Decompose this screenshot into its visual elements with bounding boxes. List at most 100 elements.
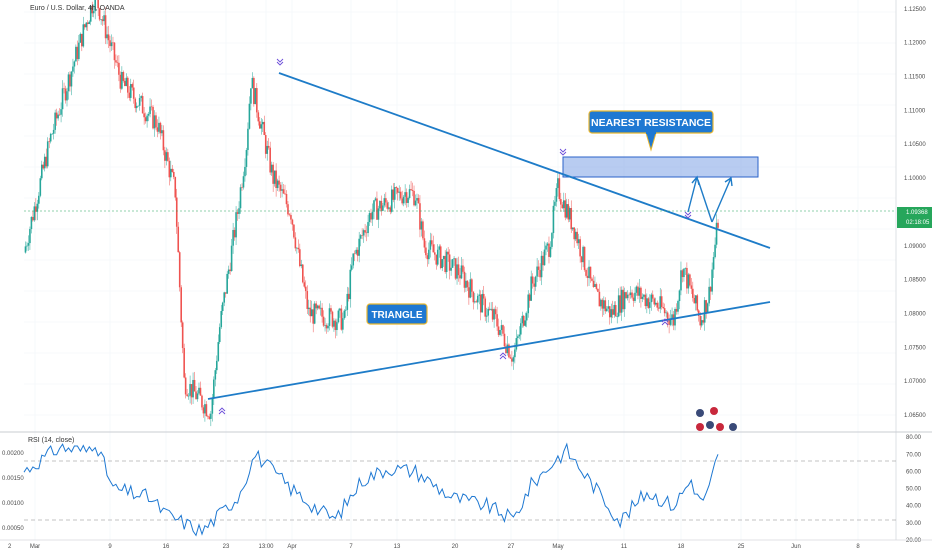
candle — [276, 178, 279, 192]
candle — [650, 292, 653, 311]
rsi-left-tick-label: 0.00050 — [2, 526, 24, 532]
candle — [75, 44, 77, 62]
candle — [134, 97, 137, 113]
candle — [91, 1, 94, 17]
candle — [156, 119, 159, 138]
candle — [291, 218, 294, 231]
candle — [474, 293, 476, 304]
candle — [447, 246, 449, 262]
candle — [683, 268, 685, 282]
candle — [155, 112, 157, 131]
nearest-resistance-label[interactable]: NEAREST RESISTANCE — [588, 110, 714, 152]
candle — [144, 112, 147, 124]
candle — [672, 311, 675, 331]
candle — [622, 286, 624, 312]
candle — [214, 367, 217, 387]
rsi-tick-label: 80.00 — [906, 435, 922, 441]
time-tick-label: 11 — [621, 544, 628, 550]
candle — [438, 244, 441, 258]
candle — [153, 110, 156, 137]
time-tick-label: 8 — [856, 544, 860, 550]
lower-trendline[interactable] — [207, 301, 771, 400]
candle — [337, 308, 340, 324]
price-tick-label: 1.10500 — [904, 142, 926, 148]
flag-icon[interactable] — [710, 407, 718, 415]
candle — [66, 87, 68, 107]
flag-icon[interactable] — [729, 423, 737, 431]
candle — [165, 147, 168, 166]
candle — [488, 302, 491, 311]
candle — [687, 272, 690, 294]
candle — [217, 334, 220, 362]
pivot-low-marker — [218, 407, 226, 415]
candle — [662, 302, 664, 310]
candle — [174, 176, 177, 201]
candle — [205, 401, 208, 417]
candle — [201, 394, 203, 411]
price-tick-label: 1.07500 — [904, 345, 926, 351]
candle — [147, 111, 150, 122]
candle — [439, 244, 442, 270]
candle — [684, 267, 687, 276]
candle — [601, 298, 604, 317]
rsi-axis[interactable]: 80.00 70.00 60.00 50.00 40.00 30.00 20.00 — [906, 435, 922, 544]
candle — [481, 289, 484, 313]
candle — [132, 79, 135, 104]
candle — [88, 20, 91, 25]
candle — [475, 299, 478, 303]
candle — [419, 195, 421, 238]
candle — [54, 109, 56, 134]
candle — [321, 303, 323, 323]
candle — [414, 194, 417, 207]
price-tick-label: 1.09000 — [904, 244, 926, 250]
time-tick-label: 13:00 — [258, 544, 274, 550]
price-axis[interactable]: 1.12500 1.12000 1.11500 1.11000 1.10500 1.100… — [895, 0, 932, 540]
triangle-label[interactable]: TRIANGLE — [366, 303, 428, 325]
candle — [371, 203, 374, 226]
flag-icon[interactable] — [706, 421, 714, 429]
candle — [24, 241, 27, 254]
candle — [560, 192, 562, 212]
candle — [223, 291, 226, 307]
candle — [614, 301, 617, 317]
rsi-left-tick-label: 0.00200 — [2, 451, 24, 457]
candle — [640, 286, 642, 308]
candle — [140, 95, 142, 102]
candle — [345, 306, 347, 318]
flag-icon[interactable] — [696, 423, 704, 431]
candle — [416, 193, 418, 209]
flag-icon[interactable] — [716, 423, 724, 431]
candle — [490, 302, 492, 311]
candle — [565, 198, 568, 219]
price-tick-label: 1.12000 — [904, 41, 926, 47]
candle — [503, 326, 506, 349]
candle — [379, 200, 381, 212]
price-tick-label: 1.08000 — [904, 312, 926, 318]
candle — [204, 399, 206, 422]
candle — [79, 32, 82, 43]
candle — [493, 307, 495, 328]
time-axis[interactable]: Mar 9 16 23 13:00 Apr 7 13 20 27 May 11 18 25 Jun 8 — [30, 544, 861, 550]
rsi-left-axis: 0.00200 0.00150 0.00100 0.00050 — [2, 451, 24, 532]
candle — [399, 187, 402, 201]
candle — [693, 294, 696, 304]
candle — [531, 273, 534, 289]
flag-icon[interactable] — [696, 409, 704, 417]
candle — [410, 180, 412, 191]
candle — [364, 223, 366, 238]
candle — [377, 205, 380, 229]
candle — [611, 300, 614, 319]
time-tick-label: 23 — [223, 544, 230, 550]
event-flags[interactable] — [696, 407, 737, 431]
candle — [382, 202, 384, 212]
candle — [717, 219, 719, 229]
candle — [199, 381, 202, 396]
candle — [178, 250, 181, 292]
candle — [656, 300, 659, 311]
candle — [358, 231, 360, 263]
resistance-zone[interactable] — [562, 156, 759, 178]
candle — [227, 265, 230, 279]
upper-trendline[interactable] — [278, 72, 771, 249]
candle — [589, 266, 592, 283]
